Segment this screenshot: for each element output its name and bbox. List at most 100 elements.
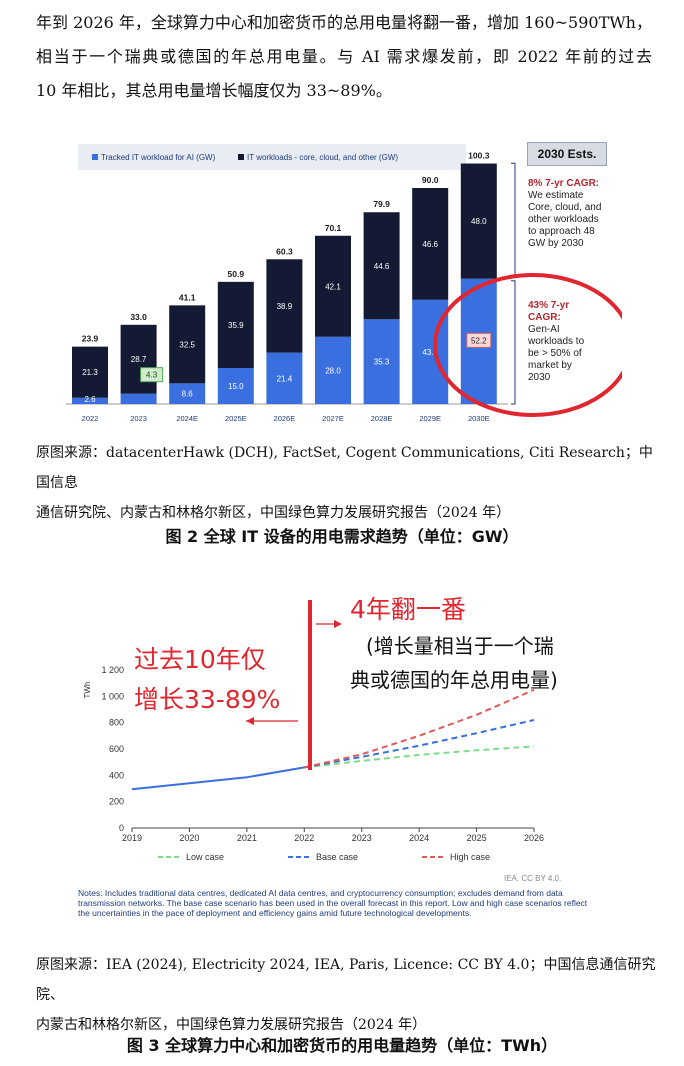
figure-3-caption: 图 3 全球算力中心和加密货币的用电量趋势（单位：TWh） <box>126 1036 558 1055</box>
y-tick-label: 0 <box>119 823 124 833</box>
bar-other-value: 21.3 <box>82 368 98 377</box>
note-bottom-title: CAGR: <box>528 312 561 323</box>
x-tick-label: 2029E <box>419 414 441 423</box>
legend-label-ai: Tracked IT workload for AI (GW) <box>101 153 216 162</box>
bar-total-label: 79.9 <box>373 199 390 209</box>
bracket-ai <box>511 280 516 405</box>
bar-other <box>412 188 449 300</box>
bar-other <box>363 212 400 320</box>
bar-ai <box>120 393 157 404</box>
figure-2-stacked-bar-chart: Tracked IT workload for AI (GW) IT workl… <box>62 138 622 436</box>
x-tick-label: 2023 <box>352 833 372 843</box>
bar-other-value: 42.1 <box>325 282 341 291</box>
source-line-1: 原图来源：IEA (2024), Electricity 2024, IEA, … <box>36 957 656 1003</box>
figure-2-caption: 图 2 全球 IT 设备的用电需求趋势（单位：GW） <box>165 527 519 546</box>
arrow-right-head <box>334 620 342 628</box>
note-bottom-title: 43% 7-yr <box>528 300 570 311</box>
y-tick-label: 200 <box>109 797 124 807</box>
x-tick-label: 2026E <box>274 414 296 423</box>
bar-ai-value: 15.0 <box>228 382 244 391</box>
note-bottom-line: 2030 <box>528 372 551 383</box>
highlight-ellipse <box>433 273 622 417</box>
note-top: 8% 7-yr CAGR: We estimate Core, cloud, a… <box>528 178 601 250</box>
historical-line <box>131 766 305 791</box>
bar-other <box>315 235 351 337</box>
annotation-double-line-2: 典或德国的年总用电量) <box>350 668 558 692</box>
legend-label: Base case <box>316 852 358 862</box>
iea-credit: IEA. CC BY 4.0. <box>504 874 562 883</box>
note-top-line: Core, cloud, and <box>528 202 602 213</box>
bar-total-label: 90.0 <box>422 175 439 185</box>
x-tick-label: 2030E <box>468 414 490 423</box>
legend-item-ai: Tracked IT workload for AI (GW) <box>92 153 215 162</box>
bar-ai-value: 21.4 <box>277 374 293 383</box>
x-tick-label: 2024 <box>409 833 429 843</box>
figure-2-source: 原图来源：datacenterHawk (DCH), FactSet, Coge… <box>36 438 656 528</box>
bar-other-value: 32.5 <box>179 340 195 349</box>
x-tick-label: 2027E <box>322 414 344 423</box>
legend-swatch-other <box>238 154 244 160</box>
bar-total-label: 33.0 <box>130 312 147 322</box>
bar-ai-value: 35.3 <box>374 358 390 367</box>
legend-label: Low case <box>186 852 224 862</box>
bar-ai <box>217 368 254 404</box>
legend-item-other: IT workloads - core, cloud, and other (G… <box>238 153 398 162</box>
bar-ai-value: 28.0 <box>325 366 341 375</box>
note-top-line: GW by 2030 <box>528 238 584 249</box>
bar-other-value: 48.0 <box>471 217 487 226</box>
bar-ai-value: 43.4 <box>422 348 438 357</box>
bar-total-label: 60.3 <box>276 246 293 256</box>
source-line-2: 通信研究院、内蒙古和林格尔新区，中国绿色算力发展研究报告（2024 年） <box>36 505 511 521</box>
annotation-past-line-1: 过去10年仅 <box>134 645 266 674</box>
bar-total-label: 100.3 <box>468 151 490 161</box>
figure-3-source: 原图来源：IEA (2024), Electricity 2024, IEA, … <box>36 950 656 1040</box>
y-tick-label: 800 <box>109 718 124 728</box>
source-line-1: 原图来源：datacenterHawk (DCH), FactSet, Coge… <box>36 445 653 491</box>
body-paragraph: 年到 2026 年，全球算力中心和加密货币的总用电量将翻一番，增加 160~59… <box>36 6 652 108</box>
note-top-line: to approach 48 <box>528 226 595 237</box>
x-tick-label: 2026 <box>524 833 544 843</box>
annotation-double-title: 4年翻一番 <box>350 595 466 624</box>
bar-other-value: 44.6 <box>374 262 390 271</box>
bar-ai <box>266 352 303 404</box>
paragraph-line-3: 10 年相比，其总用电量增长幅度仅为 33~89%。 <box>36 81 392 100</box>
paragraph-line-1: 年到 2026 年，全球算力中心和加密货币的总用电量将翻一番，增加 160~59… <box>36 13 652 32</box>
y-tick-label: 1 200 <box>101 665 124 675</box>
ai-callout-box <box>140 367 164 383</box>
bar-other <box>120 324 157 394</box>
x-tick-label: 2020 <box>179 833 199 843</box>
legend-label-other: IT workloads - core, cloud, and other (G… <box>247 153 399 162</box>
source-line-2: 内蒙古和林格尔新区，中国绿色算力发展研究报告（2024 年） <box>36 1017 427 1033</box>
y-tick-label: 1 000 <box>101 691 124 701</box>
bar-ai <box>72 397 108 404</box>
bar-total-label: 41.1 <box>179 292 196 302</box>
x-tick-label: 2019 <box>122 833 142 843</box>
bar-other <box>266 259 303 353</box>
legend-swatch-ai <box>92 154 98 160</box>
note-top-title: 8% 7-yr CAGR: <box>528 178 600 189</box>
estimates-label: 2030 Ests. <box>527 142 607 166</box>
y-axis-label: TWh <box>83 682 92 699</box>
annotation-past-line-2: 增长33-89% <box>134 685 281 714</box>
bar-ai-value: 2.6 <box>84 395 96 404</box>
x-tick-label: 2022 <box>294 833 314 843</box>
bar-ai <box>363 319 400 404</box>
legend-label: High case <box>450 852 490 862</box>
bar-ai-value: 52.2 <box>471 336 487 345</box>
x-tick-label: 2028E <box>371 414 393 423</box>
note-bottom-line: market by <box>528 360 572 371</box>
bar-ai-value: 4.3 <box>146 371 158 380</box>
bar-other-value: 35.9 <box>228 321 244 330</box>
figure-3-line-chart: 0 200 400 600 800 1 000 1 200 2019 2020 2021 2022 2… <box>36 588 648 940</box>
note-top-line: other workloads <box>528 214 599 225</box>
y-tick-label: 600 <box>109 744 124 754</box>
bracket-other <box>511 162 516 278</box>
bar-ai <box>315 336 351 404</box>
note-bottom: 43% 7-yr CAGR: Gen-AI workloads to be > … <box>528 300 584 384</box>
bar-total-label: 70.1 <box>325 223 342 233</box>
annotation-double-line-1: (增长量相当于一个瑞 <box>366 634 554 658</box>
chart-legend: Tracked IT workload for AI (GW) IT workl… <box>78 144 466 170</box>
bar-other <box>169 305 206 384</box>
paragraph-line-2: 相当于一个瑞典或德国的年总用电量。与 AI 需求爆发前，即 2022 年前的过去 <box>36 47 652 66</box>
bar-total-label: 23.9 <box>82 334 99 344</box>
